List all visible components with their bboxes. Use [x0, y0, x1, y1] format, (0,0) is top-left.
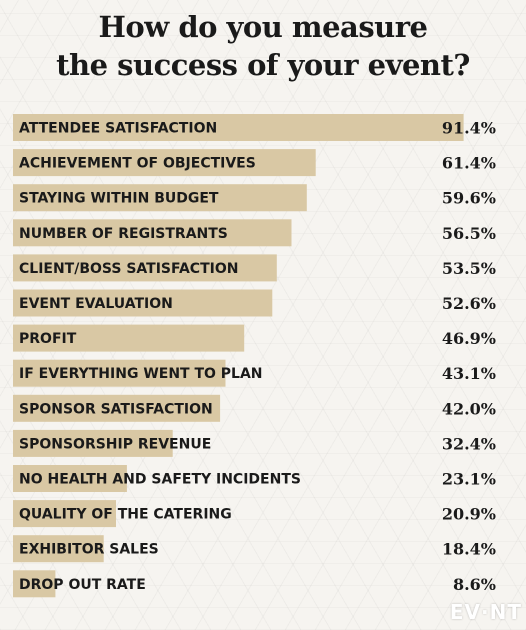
value-label-5: 53.5% — [442, 259, 496, 278]
chart-title: How do you measure the success of your e… — [0, 8, 526, 84]
category-label-4: NUMBER OF REGISTRANTS — [19, 226, 228, 242]
category-label-7: PROFIT — [19, 331, 77, 347]
value-label-6: 52.6% — [442, 294, 496, 313]
bar-5 — [13, 254, 277, 282]
bar-14 — [13, 570, 56, 598]
value-label-4: 56.5% — [442, 224, 496, 243]
value-label-11: 23.1% — [442, 470, 496, 489]
chart-title-line-1: How do you measure — [98, 10, 428, 44]
bar-10 — [13, 429, 173, 457]
category-label-6: EVENT EVALUATION — [19, 296, 173, 312]
category-label-9: SPONSOR SATISFACTION — [19, 401, 213, 417]
category-label-3: STAYING WITHIN BUDGET — [19, 191, 219, 207]
value-label-3: 59.6% — [442, 189, 496, 208]
category-label-2: ACHIEVEMENT OF OBJECTIVES — [19, 156, 256, 172]
bar-6 — [13, 289, 273, 317]
bar-1 — [13, 114, 464, 141]
value-label-1: 91.4% — [442, 119, 496, 138]
category-label-10: SPONSORSHIP REVENUE — [19, 436, 211, 452]
value-label-2: 61.4% — [442, 154, 496, 173]
chart-title-line-2: the success of your event? — [56, 48, 470, 82]
event-logo: EV·NT — [449, 600, 522, 624]
value-label-12: 20.9% — [442, 505, 496, 524]
bar-9 — [13, 394, 221, 422]
value-label-9: 42.0% — [442, 399, 496, 418]
bar-8 — [13, 359, 226, 387]
category-label-11: NO HEALTH AND SAFETY INCIDENTS — [19, 472, 301, 488]
bar-2 — [13, 149, 316, 177]
category-label-13: EXHIBITOR SALES — [19, 542, 159, 558]
bar-13 — [13, 535, 104, 563]
category-label-8: IF EVERYTHING WENT TO PLAN — [19, 366, 263, 382]
category-label-5: CLIENT/BOSS SATISFACTION — [19, 261, 238, 277]
bar-7 — [13, 324, 245, 352]
value-label-8: 43.1% — [442, 364, 496, 383]
category-label-1: ATTENDEE SATISFACTION — [19, 121, 217, 137]
bar-12 — [13, 500, 116, 528]
value-label-10: 32.4% — [442, 434, 496, 453]
bar-4 — [13, 219, 292, 247]
bar-3 — [13, 184, 307, 212]
category-label-12: QUALITY OF THE CATERING — [19, 507, 232, 523]
value-label-13: 18.4% — [442, 540, 496, 559]
category-label-14: DROP OUT RATE — [19, 577, 146, 593]
value-label-7: 46.9% — [442, 329, 496, 348]
bar-11 — [13, 465, 127, 492]
value-label-14: 8.6% — [453, 575, 496, 594]
